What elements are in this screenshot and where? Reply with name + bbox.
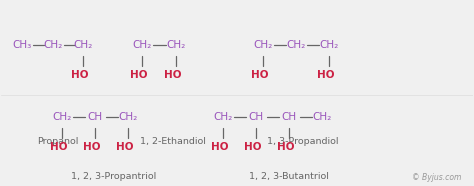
Text: CH₂: CH₂ [118,112,138,122]
Text: HO: HO [244,142,261,153]
Text: CH₂: CH₂ [254,40,273,50]
Text: CH₂: CH₂ [213,112,232,122]
Text: HO: HO [83,142,100,153]
Text: HO: HO [164,70,181,81]
Text: CH₂: CH₂ [319,40,339,50]
Text: © Byjus.com: © Byjus.com [412,173,462,182]
Text: CH: CH [282,112,297,122]
Text: Propanol: Propanol [36,137,78,146]
Text: CH₂: CH₂ [166,40,185,50]
Text: HO: HO [72,70,89,81]
Text: HO: HO [251,70,268,81]
Text: HO: HO [211,142,228,153]
Text: CH₂: CH₂ [312,112,332,122]
Text: CH₂: CH₂ [74,40,93,50]
Text: 1, 2-Ethandiol: 1, 2-Ethandiol [140,137,206,146]
Text: CH₂: CH₂ [43,40,62,50]
Text: HO: HO [130,70,148,81]
Text: CH₂: CH₂ [53,112,72,122]
Text: CH: CH [88,112,103,122]
Text: CH₂: CH₂ [133,40,152,50]
Text: HO: HO [317,70,335,81]
Text: CH: CH [248,112,264,122]
Text: 1, 2, 3-Propantriol: 1, 2, 3-Propantriol [72,172,157,182]
Text: HO: HO [277,142,294,153]
Text: 1, 3-Propandiol: 1, 3-Propandiol [267,137,339,146]
Text: CH₂: CH₂ [286,40,306,50]
Text: HO: HO [50,142,68,153]
Text: CH₃: CH₃ [12,40,32,50]
Text: HO: HO [116,142,134,153]
Text: 1, 2, 3-Butantriol: 1, 2, 3-Butantriol [249,172,329,182]
